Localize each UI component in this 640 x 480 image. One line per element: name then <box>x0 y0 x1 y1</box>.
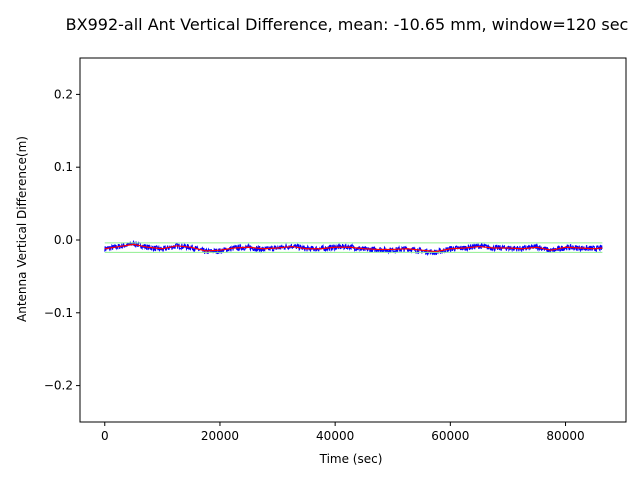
y-tick-label: −0.2 <box>44 379 73 393</box>
x-axis-label: Time (sec) <box>319 452 383 466</box>
x-tick-label: 40000 <box>316 429 354 443</box>
series-smoothed-line <box>104 243 603 253</box>
y-axis-label: Antenna Vertical Difference(m) <box>15 136 29 322</box>
x-tick-label: 80000 <box>546 429 584 443</box>
x-axis-ticks: 0 20000 40000 60000 80000 <box>101 422 585 443</box>
y-tick-label: 0.1 <box>54 160 73 174</box>
series-layer <box>104 239 603 257</box>
x-tick-label: 20000 <box>201 429 239 443</box>
y-axis-ticks: −0.2 −0.1 0.0 0.1 0.2 <box>44 87 80 393</box>
chart-title: BX992-all Ant Vertical Difference, mean:… <box>66 15 629 34</box>
x-tick-label: 0 <box>101 429 109 443</box>
y-tick-label: 0.2 <box>54 87 73 101</box>
y-tick-label: 0.0 <box>54 233 73 247</box>
x-tick-label: 60000 <box>431 429 469 443</box>
y-tick-label: −0.1 <box>44 306 73 320</box>
plot-frame <box>79 57 627 423</box>
